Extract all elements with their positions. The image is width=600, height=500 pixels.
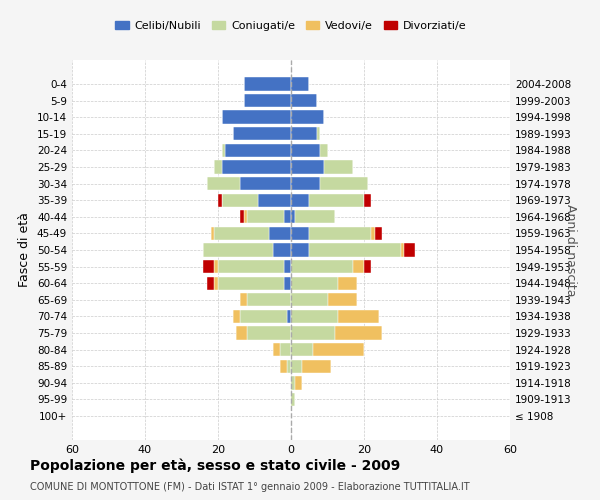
Bar — [291, 326, 335, 340]
Bar — [309, 194, 364, 207]
Bar — [273, 244, 291, 256]
Bar — [207, 177, 240, 190]
Bar — [291, 260, 353, 274]
Bar — [291, 244, 309, 256]
Bar — [291, 293, 328, 306]
Bar — [287, 310, 291, 323]
Y-axis label: Anni di nascita: Anni di nascita — [564, 204, 577, 296]
Bar — [214, 276, 218, 290]
Bar — [247, 210, 284, 224]
Bar — [320, 177, 368, 190]
Bar — [291, 144, 320, 157]
Bar — [203, 260, 214, 274]
Bar — [309, 244, 401, 256]
Text: Popolazione per età, sesso e stato civile - 2009: Popolazione per età, sesso e stato civil… — [30, 458, 400, 473]
Bar — [203, 244, 273, 256]
Bar — [291, 393, 295, 406]
Bar — [244, 94, 291, 107]
Bar — [221, 144, 226, 157]
Bar — [313, 343, 364, 356]
Bar — [364, 194, 371, 207]
Bar — [338, 276, 356, 290]
Bar — [291, 78, 309, 90]
Bar — [291, 376, 295, 390]
Legend: Celibi/Nubili, Coniugati/e, Vedovi/e, Divorziati/e: Celibi/Nubili, Coniugati/e, Vedovi/e, Di… — [111, 16, 471, 35]
Bar — [324, 160, 353, 173]
Bar — [280, 343, 291, 356]
Bar — [244, 210, 247, 224]
Bar — [401, 244, 404, 256]
Bar — [218, 194, 221, 207]
Bar — [302, 360, 331, 373]
Bar — [291, 160, 324, 173]
Bar — [291, 226, 309, 240]
Bar — [280, 360, 287, 373]
Bar — [291, 310, 338, 323]
Bar — [273, 343, 280, 356]
Bar — [404, 244, 415, 256]
Bar — [295, 376, 302, 390]
Bar — [233, 127, 291, 140]
Bar — [328, 293, 356, 306]
Bar — [269, 226, 291, 240]
Bar — [221, 110, 291, 124]
Bar — [371, 226, 375, 240]
Bar — [284, 210, 291, 224]
Bar — [211, 226, 214, 240]
Y-axis label: Fasce di età: Fasce di età — [19, 212, 31, 288]
Bar — [236, 326, 247, 340]
Bar — [291, 276, 338, 290]
Bar — [309, 226, 371, 240]
Bar — [291, 210, 295, 224]
Bar — [233, 310, 240, 323]
Bar — [244, 78, 291, 90]
Bar — [364, 260, 371, 274]
Bar — [247, 326, 291, 340]
Bar — [338, 310, 379, 323]
Bar — [218, 276, 284, 290]
Bar — [295, 210, 335, 224]
Bar — [320, 144, 328, 157]
Bar — [221, 160, 291, 173]
Bar — [214, 160, 221, 173]
Bar — [291, 94, 317, 107]
Bar — [284, 260, 291, 274]
Bar — [335, 326, 382, 340]
Bar — [353, 260, 364, 274]
Bar — [317, 127, 320, 140]
Bar — [247, 293, 291, 306]
Bar — [287, 360, 291, 373]
Bar — [214, 260, 218, 274]
Bar — [375, 226, 382, 240]
Bar — [291, 127, 317, 140]
Bar — [207, 276, 214, 290]
Bar — [291, 110, 324, 124]
Bar — [240, 293, 247, 306]
Text: COMUNE DI MONTOTTONE (FM) - Dati ISTAT 1° gennaio 2009 - Elaborazione TUTTITALIA: COMUNE DI MONTOTTONE (FM) - Dati ISTAT 1… — [30, 482, 470, 492]
Bar — [240, 210, 244, 224]
Bar — [240, 177, 291, 190]
Bar — [291, 194, 309, 207]
Bar — [291, 343, 313, 356]
Bar — [284, 276, 291, 290]
Bar — [291, 360, 302, 373]
Bar — [221, 194, 258, 207]
Bar — [240, 310, 287, 323]
Bar — [258, 194, 291, 207]
Bar — [226, 144, 291, 157]
Bar — [218, 260, 284, 274]
Bar — [291, 177, 320, 190]
Bar — [214, 226, 269, 240]
